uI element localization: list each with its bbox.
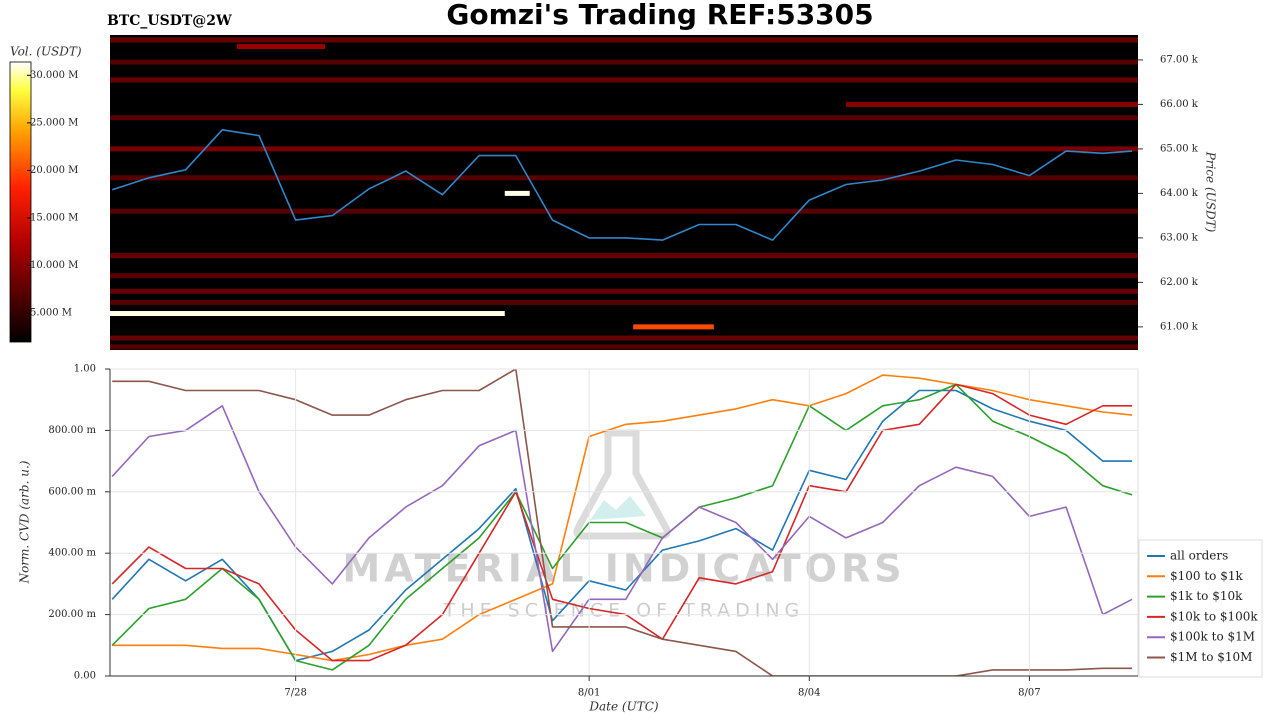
legend (1138, 539, 1263, 678)
y-tick-label: 800.00 m (48, 425, 96, 436)
y-tick-label: 65.00 k (1160, 143, 1199, 154)
colorbar-label: Vol. (USDT) (10, 45, 82, 59)
series-line (111, 405, 1133, 653)
legend-label: $1M to $10M (1170, 650, 1252, 664)
colorbar-tick-label: 10.000 M (30, 260, 78, 271)
y-tick-label: 62.00 k (1160, 277, 1199, 288)
watermark-subtitle: THE SCIENCE OF TRADING (443, 600, 805, 622)
heat-band (110, 299, 1138, 305)
colorbar-tick-label: 30.000 M (30, 70, 78, 81)
heat-band (110, 37, 1138, 43)
heat-band (110, 335, 1138, 341)
colorbar-tick-label: 25.000 M (30, 117, 78, 128)
heat-band (110, 253, 1138, 259)
y-tick-label: 61.00 k (1160, 321, 1199, 332)
heat-band (110, 288, 1138, 294)
colorbar-tick-label: 15.000 M (30, 212, 78, 223)
heat-band (633, 324, 714, 330)
heat-band (110, 344, 1138, 350)
y-tick-label: 200.00 m (48, 609, 96, 620)
y-tick-label: 64.00 k (1160, 188, 1199, 199)
y-axis-label: Price (USDT) (1204, 151, 1218, 233)
y-tick-label: 1.00 (74, 364, 96, 375)
legend-label: $100 to $1k (1170, 569, 1243, 583)
x-tick-label: 7/28 (284, 688, 306, 699)
y-tick-label: 0.00 (74, 671, 96, 682)
heat-band (110, 77, 1138, 83)
plot-area (110, 37, 1138, 350)
watermark-logo (573, 429, 671, 540)
heat-band (110, 208, 1138, 214)
heat-band (236, 44, 325, 50)
chart-subtitle: BTC_USDT@2W (107, 13, 232, 29)
x-tick-label: 8/01 (578, 688, 600, 699)
series-line (111, 383, 1133, 671)
y-tick-label: 63.00 k (1160, 232, 1199, 243)
y-tick-label: 600.00 m (48, 486, 96, 497)
legend-label: all orders (1170, 549, 1228, 563)
x-axis-label: Date (UTC) (588, 700, 658, 714)
watermark-title: MATERIAL INDICATORS (342, 547, 905, 591)
heat-band (504, 190, 530, 196)
legend-label: $1k to $10k (1170, 589, 1243, 603)
colorbar-tick-label: 5.000 M (30, 308, 72, 319)
y-tick-label: 67.00 k (1160, 54, 1199, 65)
chart-title: Gomzi's Trading REF:53305 (446, 0, 873, 31)
colorbar (9, 61, 32, 343)
heat-band (110, 175, 1138, 181)
colorbar-tick-label: 20.000 M (30, 165, 78, 176)
series-line (111, 129, 1133, 241)
heat-band (110, 115, 1138, 121)
series-line (112, 374, 1133, 662)
legend-label: $10k to $100k (1170, 609, 1258, 623)
heat-band (110, 59, 1138, 65)
heat-band (845, 101, 1138, 107)
y-tick-label: 66.00 k (1160, 99, 1199, 110)
series-line (112, 369, 1133, 676)
heat-band (110, 273, 1138, 279)
y-axis-label: Norm. CVD (arb. u.) (18, 460, 32, 584)
heatmap-background (110, 35, 1138, 350)
x-tick-label: 8/07 (1018, 688, 1040, 699)
y-tick-label: 400.00 m (48, 548, 96, 559)
heat-band (110, 146, 1138, 152)
heat-band (110, 311, 505, 317)
legend-label: $100k to $1M (1170, 630, 1255, 644)
plot-area (111, 369, 1133, 676)
x-tick-label: 8/04 (798, 688, 820, 699)
